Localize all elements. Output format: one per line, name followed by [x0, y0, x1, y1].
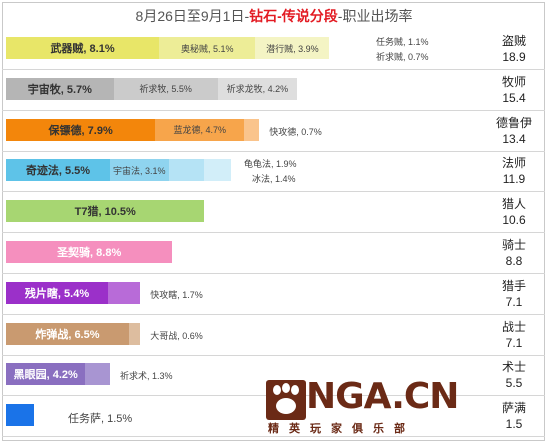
- class-total-value: 1.5: [505, 417, 523, 432]
- class-total: 猎手 7.1: [491, 278, 537, 310]
- class-name: 萨满: [501, 401, 526, 416]
- deck-bar: 宇宙牧, 5.7%: [6, 77, 114, 100]
- deck-bar: 蓝龙德, 4.7%: [155, 118, 245, 141]
- deck-extra-label: 祈求贼, 0.7%: [376, 52, 429, 62]
- class-total-value: 5.5: [505, 376, 523, 391]
- deck-bar: [108, 281, 141, 304]
- class-name: 猎人: [501, 197, 526, 212]
- class-total-value: 7.1: [505, 335, 523, 350]
- class-total: 法师 11.9: [491, 155, 537, 187]
- logo-brand: NGA.CN: [306, 376, 459, 417]
- deck-label: 奥秘贼, 5.1%: [181, 43, 234, 54]
- deck-bar: [244, 118, 260, 141]
- class-row: 奇迹法, 5.5% 宇宙法, 3.1% 龟龟法, 1.9% 冰法, 1.4% 法师 11.…: [2, 152, 545, 193]
- deck-label: 黑眼园, 4.2%: [13, 369, 78, 382]
- deck-label: 武器贼, 8.1%: [50, 43, 115, 55]
- deck-label: 潜行贼, 3.9%: [266, 43, 319, 54]
- deck-label: 残片瞎, 5.4%: [24, 287, 90, 300]
- class-total-value: 18.9: [502, 50, 526, 64]
- deck-bar: 保镖德, 7.9%: [6, 118, 156, 141]
- class-name: 骑士: [501, 238, 526, 252]
- deck-label: 奇迹法, 5.5%: [25, 165, 91, 178]
- deck-bar: [85, 363, 110, 386]
- class-name: 德鲁伊: [495, 115, 532, 130]
- class-total-value: 15.4: [502, 90, 526, 105]
- class-total: 骑士 8.8: [491, 237, 537, 269]
- class-row: 圣契骑, 8.8% 骑士 8.8: [2, 234, 545, 274]
- class-name: 猎手: [501, 278, 526, 293]
- class-row: 宇宙牧, 5.7% 祈求牧, 5.5% 祈求龙牧, 4.2% 牧师 15.4: [2, 71, 545, 111]
- deck-label: 炸弹战, 6.5%: [35, 328, 100, 341]
- deck-bar: T7猎, 10.5%: [6, 200, 205, 223]
- title-highlight: 钻石-传说分段: [249, 8, 338, 24]
- logo-subtitle: 精英玩家俱乐部: [268, 423, 415, 435]
- title-prefix: 8月26日至9月1日-: [135, 8, 250, 24]
- deck-extra-label: 祈求术, 1.3%: [119, 371, 173, 382]
- class-row: 保镖德, 7.9% 蓝龙德, 4.7% 快攻德, 0.7% 德鲁伊 13.4: [2, 112, 545, 152]
- deck-extra-label: 冰法, 1.4%: [252, 174, 296, 185]
- class-name: 战士: [501, 319, 526, 334]
- deck-bar: 奇迹法, 5.5%: [6, 159, 110, 182]
- deck-extra-label: 任务萨, 1.5%: [68, 413, 133, 426]
- class-row: 武器贼, 8.1% 奥秘贼, 5.1% 潜行贼, 3.9% 任务贼, 1.1% 祈求贼,…: [2, 30, 545, 70]
- deck-bar: 祈求牧, 5.5%: [113, 77, 218, 100]
- class-row: 残片瞎, 5.4% 快攻瞎, 1.7% 猎手 7.1: [2, 275, 545, 315]
- deck-bar: 黑眼园, 4.2%: [6, 363, 86, 386]
- class-total-value: 8.8: [505, 254, 523, 268]
- nga-logo: NGA.CN 精英玩家俱乐部: [266, 376, 459, 436]
- deck-bar: [6, 404, 35, 427]
- chart-title: 8月26日至9月1日-钻石-传说分段-职业出场率: [0, 6, 548, 26]
- class-total: 德鲁伊 13.4: [491, 115, 537, 147]
- deck-label: 祈求牧, 5.5%: [139, 84, 192, 95]
- deck-bar: 奥秘贼, 5.1%: [159, 37, 256, 59]
- class-name: 牧师: [501, 74, 526, 89]
- deck-bar: 宇宙法, 3.1%: [109, 159, 169, 182]
- paw-icon: [266, 380, 306, 420]
- class-total-value: 7.1: [505, 294, 523, 309]
- deck-extra-label: 任务贼, 1.1%: [376, 37, 429, 47]
- class-row: 炸弹战, 6.5% 大哥战, 0.6% 战士 7.1: [2, 316, 545, 356]
- deck-label: 宇宙法, 3.1%: [112, 165, 166, 176]
- class-row: T7猎, 10.5% 猎人 10.6: [2, 193, 545, 234]
- class-total: 萨满 1.5: [491, 400, 537, 432]
- deck-bar: [204, 159, 231, 182]
- class-total: 盗贼 18.9: [491, 33, 537, 65]
- class-total: 牧师 15.4: [491, 74, 537, 106]
- deck-bar: [128, 322, 141, 345]
- chart-frame: [2, 2, 545, 441]
- deck-extra-label: 龟龟法, 1.9%: [244, 159, 297, 170]
- deck-extra-label: 大哥战, 0.6%: [150, 330, 203, 341]
- class-total-value: 13.4: [502, 131, 526, 146]
- deck-bar: 炸弹战, 6.5%: [6, 322, 129, 345]
- deck-bar: 圣契骑, 8.8%: [6, 241, 173, 263]
- deck-bar: 祈求龙牧, 4.2%: [217, 77, 298, 100]
- deck-label: 圣契骑, 8.8%: [57, 247, 122, 259]
- deck-extra-label: 快攻瞎, 1.7%: [150, 289, 203, 300]
- deck-bar: 残片瞎, 5.4%: [6, 281, 109, 304]
- deck-bar: 武器贼, 8.1%: [6, 37, 160, 59]
- class-total-value: 11.9: [502, 172, 526, 187]
- deck-extra-label: 快攻德, 0.7%: [269, 126, 322, 137]
- deck-bar: [168, 159, 205, 182]
- deck-label: 宇宙牧, 5.7%: [27, 83, 92, 96]
- class-row: 任务萨, 1.5% 萨满 1.5: [2, 397, 545, 438]
- class-total: 战士 7.1: [491, 319, 537, 351]
- deck-label: 祈求龙牧, 4.2%: [226, 84, 289, 95]
- class-total: 术士 5.5: [491, 359, 537, 391]
- deck-label: 蓝龙德, 4.7%: [173, 125, 226, 136]
- class-total: 猎人 10.6: [491, 196, 537, 228]
- class-total-value: 10.6: [502, 213, 526, 228]
- deck-bar: 潜行贼, 3.9%: [255, 37, 330, 59]
- deck-label: 保镖德, 7.9%: [48, 124, 113, 137]
- class-name: 盗贼: [501, 34, 526, 48]
- class-name: 术士: [501, 360, 526, 375]
- deck-label: T7猎, 10.5%: [74, 206, 136, 219]
- class-name: 法师: [501, 156, 526, 171]
- title-suffix: -职业出场率: [337, 8, 413, 24]
